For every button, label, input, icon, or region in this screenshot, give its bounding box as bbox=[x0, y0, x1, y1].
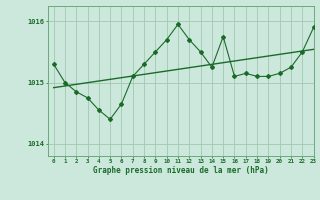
X-axis label: Graphe pression niveau de la mer (hPa): Graphe pression niveau de la mer (hPa) bbox=[93, 166, 269, 175]
